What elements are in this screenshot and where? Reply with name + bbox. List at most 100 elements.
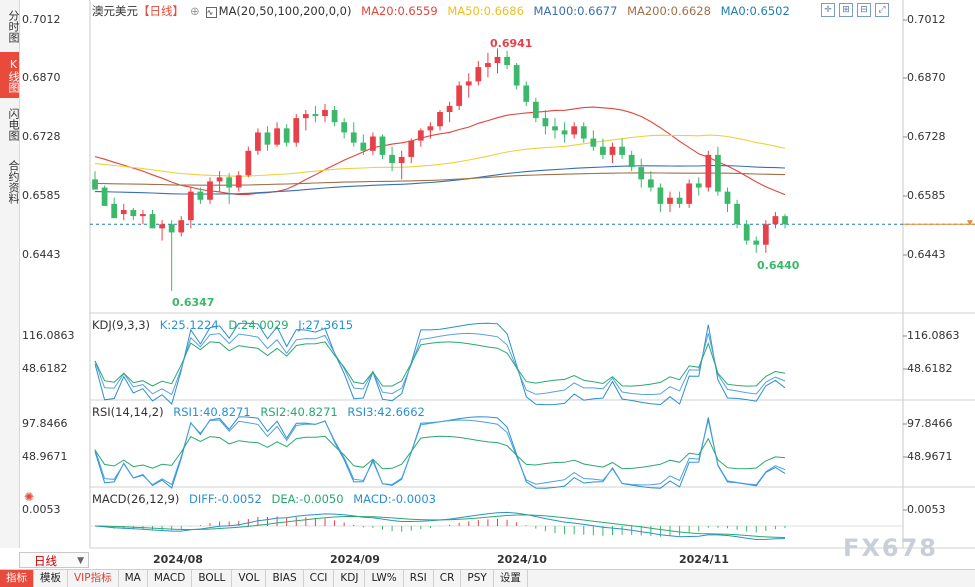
period-selector[interactable]: 日线 ▼ xyxy=(19,552,89,568)
macd-legend: MACD(26,12,9) DIFF:-0.0052 DEA:-0.0050 M… xyxy=(92,492,442,506)
expand-icon[interactable]: ⤢ xyxy=(875,3,889,17)
tab-flash[interactable]: 闪电图 xyxy=(7,107,20,141)
kdj-axis-left-0: 116.0863 xyxy=(22,329,75,342)
tab-lw[interactable]: LW% xyxy=(365,570,404,587)
macd-target-icon[interactable]: ✺ xyxy=(24,490,35,504)
candle-body xyxy=(657,187,664,204)
candle-body xyxy=(264,132,271,145)
kdj-label: KDJ(9,3,3) xyxy=(92,318,151,332)
tab-bias[interactable]: BIAS xyxy=(266,570,304,587)
rsi1-line xyxy=(94,416,786,489)
zoom-in-icon[interactable]: ⊞ xyxy=(839,3,853,17)
settings-icon[interactable]: ⊕ xyxy=(190,4,200,18)
price-axis-left-4: 0.6443 xyxy=(22,248,61,261)
tab-kline[interactable]: K线图 xyxy=(0,52,20,98)
tab-timeshare[interactable]: 分时图 xyxy=(7,9,20,43)
tab-psy[interactable]: PSY xyxy=(461,570,494,587)
price-axis-right-1: 0.6870 xyxy=(907,71,946,84)
sidebar: 分时图 K线图 闪电图 合约资料 xyxy=(0,0,20,548)
rsi-axis-right-0: 97.8466 xyxy=(907,417,953,430)
tab-boll[interactable]: BOLL xyxy=(192,570,233,587)
low-annotation: 0.6347 xyxy=(172,296,215,309)
candle-body xyxy=(140,214,146,217)
candle-body xyxy=(532,101,539,119)
ma200-value: MA200:0.6628 xyxy=(627,4,711,18)
tab-contract-info[interactable]: 合约资料 xyxy=(7,160,20,204)
candle-body xyxy=(283,128,290,143)
candle-body xyxy=(513,65,520,86)
price-axis-right-3: 0.6585 xyxy=(907,189,946,202)
date-label-1: 2024/09 xyxy=(330,553,380,566)
candle-body xyxy=(92,179,98,190)
candle-body xyxy=(619,146,625,155)
tab-cci[interactable]: CCI xyxy=(304,570,335,587)
candle-body xyxy=(628,154,635,168)
candle-body xyxy=(379,136,386,155)
candle-body xyxy=(743,224,750,241)
candle-body xyxy=(408,140,415,157)
tab-vip[interactable]: VIP指标 xyxy=(68,570,119,587)
tab-settings[interactable]: 设置 xyxy=(494,570,528,587)
candle-body xyxy=(331,109,338,123)
ma100-value: MA100:0.6677 xyxy=(533,4,618,18)
rsi-axis-left-0: 97.8466 xyxy=(22,417,68,430)
crosshair-icon[interactable]: ✛ xyxy=(821,3,835,17)
tab-template[interactable]: 模板 xyxy=(34,570,68,587)
tab-vol[interactable]: VOL xyxy=(232,570,267,587)
tab-macd[interactable]: MACD xyxy=(148,570,193,587)
watermark-logo: FX678 xyxy=(843,534,938,562)
candle-body xyxy=(485,63,491,68)
tab-kdj[interactable]: KDJ xyxy=(334,570,366,587)
price-marker-arrow xyxy=(967,220,973,226)
tab-cr[interactable]: CR xyxy=(434,570,462,587)
candle-body xyxy=(255,132,261,151)
tab-ma[interactable]: MA xyxy=(119,570,148,587)
candle-body xyxy=(168,224,175,233)
candle-body xyxy=(322,109,328,117)
recent-low-annotation: 0.6440 xyxy=(757,259,800,272)
price-axis-left-3: 0.6585 xyxy=(22,189,61,202)
candle-body xyxy=(571,126,578,135)
ma50-line xyxy=(94,134,786,177)
date-label-3: 2024/11 xyxy=(679,553,729,566)
candle-body xyxy=(130,209,137,217)
tab-indicators[interactable]: 指标 xyxy=(0,570,34,587)
rsi-axis-left-1: 48.9671 xyxy=(22,450,68,463)
tab-rsi[interactable]: RSI xyxy=(404,570,434,587)
price-axis-left-2: 0.6728 xyxy=(22,130,61,143)
candle-body xyxy=(475,67,482,82)
candle-body xyxy=(370,136,376,151)
candle-body xyxy=(159,224,165,229)
kdj-legend: KDJ(9,3,3) K:25.1224 D:24.0029 J:27.3615 xyxy=(92,318,359,332)
macd-value: MACD:-0.0003 xyxy=(353,492,436,506)
kdj-axis-left-1: 48.6182 xyxy=(22,362,68,375)
kdj-d-line xyxy=(94,341,786,387)
macd-axis-left-0: 0.0053 xyxy=(22,503,61,516)
candle-body xyxy=(609,146,616,155)
rsi2: RSI2:40.8271 xyxy=(260,405,338,419)
candle-body xyxy=(293,118,300,143)
candle-body xyxy=(590,138,597,147)
date-label-2: 2024/10 xyxy=(497,553,547,566)
candle-body xyxy=(178,220,185,233)
candle-body xyxy=(753,240,760,245)
kdj-axis-right-1: 48.6182 xyxy=(907,362,953,375)
candle-body xyxy=(676,197,683,204)
candle-body xyxy=(494,56,501,64)
candle-body xyxy=(580,126,587,139)
macd-diff: DIFF:-0.0052 xyxy=(189,492,262,506)
candle-body xyxy=(187,191,194,221)
candle-body xyxy=(197,191,204,200)
candle-body xyxy=(782,216,788,225)
candle-body xyxy=(772,216,779,225)
candle-body xyxy=(207,181,213,200)
macd-dea-line xyxy=(94,514,786,538)
candle-body xyxy=(504,56,510,66)
rsi-label: RSI(14,14,2) xyxy=(92,405,164,419)
candle-body xyxy=(600,146,606,155)
candle-body xyxy=(695,183,702,188)
kdj-d: D:24.0029 xyxy=(228,318,289,332)
kdj-axis-right-0: 116.0863 xyxy=(907,329,960,342)
zoom-out-icon[interactable]: ⊟ xyxy=(857,3,871,17)
